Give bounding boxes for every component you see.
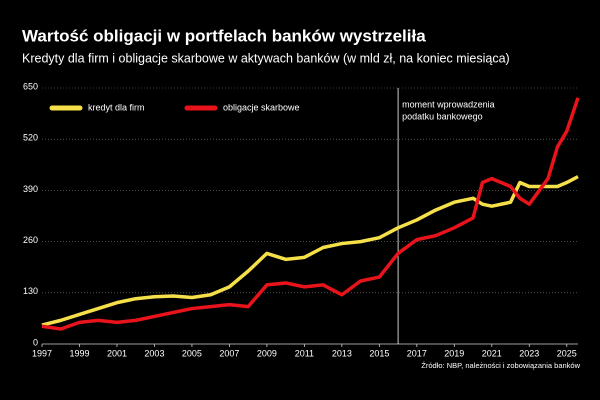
x-tick-label: 2015 (369, 348, 389, 358)
x-tick-label: 2023 (519, 348, 539, 358)
y-tick-label: 130 (23, 286, 38, 296)
y-tick-label: 0 (33, 337, 38, 347)
y-tick-label: 390 (23, 184, 38, 194)
x-tick-label: 2019 (444, 348, 464, 358)
x-tick-label: 2025 (557, 348, 577, 358)
y-tick-label: 520 (23, 133, 38, 143)
x-tick-label: 2011 (295, 348, 314, 358)
legend-label: obligacje skarbowe (223, 102, 300, 112)
x-tick-label: 2017 (407, 348, 427, 358)
x-tick-label: 2001 (107, 348, 127, 358)
x-tick-label: 2003 (144, 348, 164, 358)
chart-subtitle: Kredyty dla firm i obligacje skarbowe w … (22, 51, 510, 65)
x-tick-label: 2009 (257, 348, 277, 358)
annotation-text: moment wprowadzenia (402, 99, 495, 109)
annotation-text: podatku bankowego (402, 111, 483, 121)
y-tick-label: 650 (23, 81, 38, 91)
y-tick-label: 260 (23, 235, 38, 245)
x-tick-label: 1997 (32, 348, 52, 358)
x-tick-label: 1999 (69, 348, 89, 358)
x-tick-label: 2013 (332, 348, 352, 358)
x-tick-label: 2005 (182, 348, 202, 358)
source: Źródło: NBP, należności i zobowiązania b… (421, 361, 580, 370)
x-tick-label: 2021 (482, 348, 502, 358)
series-line (41, 97, 580, 331)
chart-title: Wartość obligacji w portfelach banków wy… (22, 26, 426, 45)
series-line (41, 175, 579, 327)
x-tick-label: 2007 (219, 348, 239, 358)
legend-label: kredyt dla firm (88, 102, 145, 112)
